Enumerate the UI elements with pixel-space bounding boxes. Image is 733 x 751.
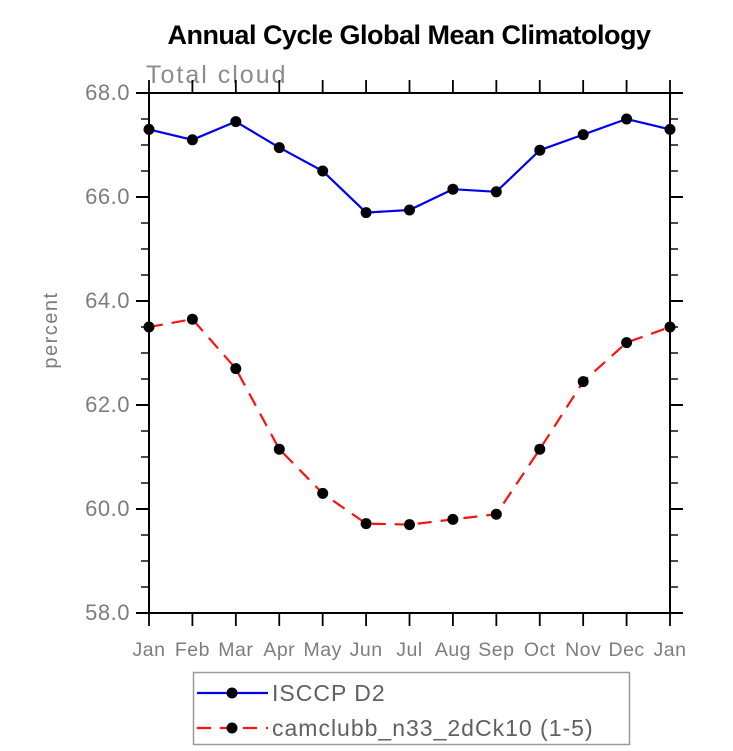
legend-marker bbox=[226, 722, 238, 734]
data-point bbox=[621, 113, 633, 125]
legend-entry-label: camclubb_n33_2dCk10 (1-5) bbox=[272, 715, 594, 741]
x-tick-label: Mar bbox=[218, 639, 253, 661]
data-point bbox=[360, 207, 372, 219]
chart-subtitle: Total cloud bbox=[146, 61, 288, 89]
series-line-0 bbox=[148, 117, 671, 214]
legend-entry-label: ISCCP D2 bbox=[272, 680, 386, 706]
data-point bbox=[230, 116, 242, 128]
data-point bbox=[664, 123, 676, 135]
y-tick-label: 68.0 bbox=[85, 80, 130, 105]
data-point bbox=[317, 487, 329, 499]
x-tick-label: Feb bbox=[175, 639, 210, 661]
data-point bbox=[490, 186, 502, 198]
legend: ISCCP D2 camclubb_n33_2dCk10 (1-5) bbox=[192, 671, 631, 746]
plot-frame bbox=[148, 92, 671, 614]
x-tick-label: Jan bbox=[654, 639, 687, 661]
data-point bbox=[143, 123, 155, 135]
data-point bbox=[534, 144, 546, 156]
x-axis-ticks: Jan Feb Mar Apr May Jun Jul Aug Sep Oct Nov Dec Jan bbox=[133, 80, 687, 661]
data-point bbox=[360, 518, 372, 530]
chart-title: Annual Cycle Global Mean Climatology bbox=[167, 20, 651, 50]
x-tick-label: Jun bbox=[350, 639, 383, 661]
y-tick-label: 66.0 bbox=[85, 184, 130, 209]
y-tick-label: 64.0 bbox=[85, 288, 130, 313]
x-tick-label: Jul bbox=[396, 639, 422, 661]
data-point bbox=[273, 142, 285, 154]
x-tick-label: Apr bbox=[263, 639, 295, 661]
data-series bbox=[143, 113, 676, 531]
y-tick-label: 62.0 bbox=[85, 392, 130, 417]
data-point bbox=[664, 321, 676, 333]
x-tick-label: Nov bbox=[565, 639, 601, 661]
x-tick-label: Jan bbox=[133, 639, 166, 661]
x-tick-label: May bbox=[303, 639, 341, 661]
y-tick-label: 60.0 bbox=[85, 496, 130, 521]
axes-frame bbox=[148, 92, 671, 614]
data-point bbox=[404, 204, 415, 216]
y-axis-label: percent bbox=[40, 291, 62, 368]
data-point bbox=[490, 508, 502, 520]
data-point bbox=[447, 513, 459, 525]
data-point bbox=[317, 165, 329, 177]
data-point bbox=[534, 443, 546, 455]
legend-marker bbox=[226, 687, 238, 699]
data-point bbox=[273, 443, 285, 455]
data-point bbox=[404, 519, 415, 531]
legend-box bbox=[192, 671, 631, 746]
data-point bbox=[186, 134, 198, 146]
x-tick-label: Aug bbox=[435, 639, 471, 661]
y-axis-ticks: 58.0 60.0 62.0 64.0 66.0 68.0 bbox=[85, 80, 683, 625]
y-tick-label: 58.0 bbox=[85, 600, 130, 625]
data-point bbox=[621, 337, 633, 349]
data-point bbox=[186, 313, 198, 325]
x-tick-label: Dec bbox=[608, 639, 644, 661]
series-line-1 bbox=[148, 318, 671, 526]
data-point bbox=[143, 321, 155, 333]
data-point bbox=[447, 183, 459, 195]
data-point bbox=[577, 129, 589, 141]
data-point bbox=[230, 363, 242, 375]
x-tick-label: Sep bbox=[478, 639, 514, 661]
data-point bbox=[577, 376, 589, 388]
x-tick-label: Oct bbox=[524, 639, 556, 661]
